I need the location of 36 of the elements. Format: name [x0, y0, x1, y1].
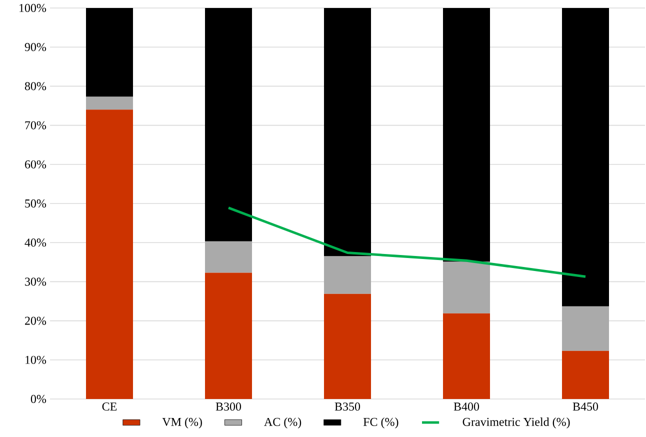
bar [324, 294, 371, 399]
bar [86, 8, 133, 97]
bar [443, 313, 490, 399]
y-tick-label: 10% [26, 356, 46, 364]
bar [562, 350, 609, 399]
y-tick-label: 0% [30, 394, 46, 404]
y-tick-label: 30% [25, 278, 46, 286]
bar [205, 8, 252, 242]
legend-label: FC (%) [363, 418, 398, 428]
x-tick-label: CE [102, 402, 117, 411]
y-tick-label: 70% [25, 121, 46, 130]
bar [205, 241, 252, 273]
y-tick-label: 50% [25, 199, 46, 208]
bar [205, 272, 252, 399]
line-series [227, 206, 587, 278]
bar [562, 8, 609, 306]
bar [86, 110, 133, 399]
x-tick-label: B300 [216, 402, 242, 411]
legend-label: VM (%) [162, 418, 202, 428]
bar [562, 306, 609, 351]
bar [86, 96, 133, 110]
y-tick-label: 100% [20, 4, 46, 12]
y-tick-label: 20% [25, 316, 46, 325]
x-tick-label: B400 [454, 402, 480, 411]
y-tick-label: 90% [24, 43, 46, 52]
legend-label: Gravimetric Yield (%) [462, 418, 570, 428]
y-tick-label: 60% [24, 160, 46, 168]
y-tick-label: 80% [24, 82, 46, 90]
x-tick-label: B450 [572, 402, 598, 411]
x-tick-label: B350 [334, 402, 360, 411]
bar [443, 8, 490, 262]
bar [324, 8, 371, 256]
legend-label: AC (%) [264, 418, 302, 428]
bar [443, 262, 490, 314]
y-tick-label: 40% [24, 238, 46, 247]
bar [324, 256, 371, 294]
